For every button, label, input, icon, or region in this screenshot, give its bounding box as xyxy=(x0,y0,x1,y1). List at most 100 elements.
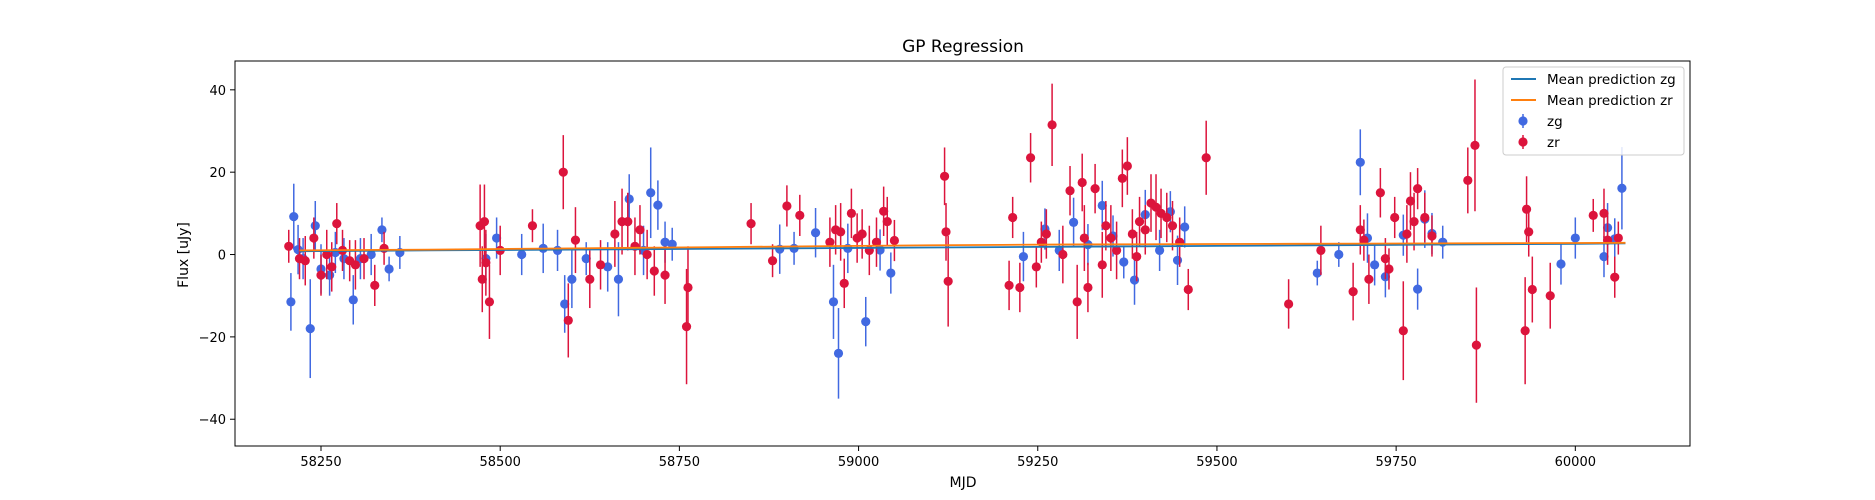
point-zr xyxy=(1524,227,1534,237)
line-Mean prediction zr xyxy=(299,241,1626,252)
point-zr xyxy=(1201,153,1211,163)
point-zg xyxy=(305,324,315,334)
point-zr xyxy=(316,270,326,280)
point-zg xyxy=(310,221,320,231)
point-zr xyxy=(1390,212,1400,223)
point-zr xyxy=(1090,184,1100,194)
point-zg xyxy=(861,317,871,327)
point-zg xyxy=(653,200,663,210)
point-zg xyxy=(1312,268,1322,278)
point-zr xyxy=(327,262,337,272)
x-tick-label: 58750 xyxy=(659,455,700,470)
point-zr xyxy=(1112,245,1122,256)
point-zr xyxy=(558,167,568,177)
point-zr xyxy=(484,297,495,307)
point-zr xyxy=(1134,216,1145,227)
point-zr xyxy=(889,235,900,246)
point-zg xyxy=(810,228,821,238)
point-zr xyxy=(1047,120,1057,130)
point-zr xyxy=(795,210,805,221)
legend-box xyxy=(1502,66,1685,156)
point-zr xyxy=(846,208,857,218)
point-zr xyxy=(1079,233,1089,243)
x-tick-label: 58250 xyxy=(300,455,341,470)
legend-label: zr xyxy=(1547,135,1560,151)
point-zr xyxy=(1162,212,1172,223)
point-zg xyxy=(1413,284,1423,294)
point-zg xyxy=(567,274,577,284)
x-tick-label: 59500 xyxy=(1196,455,1237,470)
point-zr xyxy=(1132,251,1142,262)
point-zr xyxy=(481,258,491,268)
point-zg xyxy=(348,295,358,305)
point-zr xyxy=(1284,299,1294,309)
point-zg xyxy=(1018,251,1029,262)
point-zr xyxy=(943,276,953,286)
point-zr xyxy=(309,233,319,243)
point-zg xyxy=(560,299,570,309)
point-zr xyxy=(681,321,692,332)
point-zg xyxy=(1155,245,1165,256)
point-zr xyxy=(939,171,950,181)
point-zr xyxy=(882,216,892,227)
point-zr xyxy=(1545,291,1555,301)
point-zg xyxy=(492,233,502,243)
point-zr xyxy=(1375,188,1385,198)
y-tick-label: 40 xyxy=(209,84,226,99)
point-zr xyxy=(1613,233,1623,243)
point-zr xyxy=(1041,229,1051,239)
point-zg xyxy=(1617,183,1627,193)
point-zr xyxy=(1058,249,1068,260)
point-zr xyxy=(1106,233,1116,243)
point-zr xyxy=(1004,280,1014,291)
point-zr xyxy=(871,237,882,247)
point-zg xyxy=(517,249,527,260)
legend-label: Mean prediction zg xyxy=(1547,72,1676,88)
x-axis-ticks: 58250 58500 58750 59000 59250 59500 59750 60000 xyxy=(300,446,1596,470)
point-zg xyxy=(1355,157,1365,167)
point-zr xyxy=(683,282,693,293)
point-zr xyxy=(642,249,652,260)
point-zg xyxy=(377,225,387,235)
point-zr xyxy=(1140,225,1150,235)
legend-label: Mean prediction zr xyxy=(1547,93,1673,109)
point-zr xyxy=(1471,340,1482,350)
point-zr xyxy=(1413,184,1423,194)
point-zr xyxy=(1527,284,1537,295)
series-zr xyxy=(284,79,1623,403)
point-zr xyxy=(300,256,310,266)
x-tick-label: 59000 xyxy=(838,455,879,470)
point-zr xyxy=(570,235,581,245)
point-zg xyxy=(366,249,376,260)
point-zr xyxy=(332,219,342,229)
point-zr xyxy=(1183,284,1193,295)
point-zr xyxy=(836,227,846,237)
x-tick-label: 58500 xyxy=(480,455,521,470)
legend: Mean prediction zg Mean prediction zr zg zr xyxy=(1502,66,1685,156)
point-zr xyxy=(1355,225,1365,235)
point-zr xyxy=(1402,229,1412,239)
point-zr xyxy=(1025,153,1036,163)
plot-content xyxy=(284,79,1627,403)
point-zr xyxy=(1359,235,1369,245)
y-tick-label: −20 xyxy=(199,331,226,346)
legend-label: zg xyxy=(1547,114,1563,130)
point-zr xyxy=(477,274,487,284)
point-zg xyxy=(1370,260,1380,270)
point-zr xyxy=(1065,186,1075,196)
point-zr xyxy=(1588,210,1598,221)
point-zg xyxy=(660,237,670,247)
point-zr xyxy=(1405,196,1416,206)
point-zr xyxy=(595,260,606,270)
point-zr xyxy=(1167,221,1178,231)
y-tick-label: 20 xyxy=(209,166,226,181)
point-zr xyxy=(857,229,867,239)
point-zr xyxy=(1427,231,1437,241)
point-zg xyxy=(613,274,624,284)
x-tick-label: 59750 xyxy=(1375,455,1416,470)
point-zr xyxy=(563,315,573,326)
y-axis-label: Flux [uJy] xyxy=(176,222,192,288)
point-zr xyxy=(322,249,332,260)
point-zr xyxy=(1316,245,1326,256)
